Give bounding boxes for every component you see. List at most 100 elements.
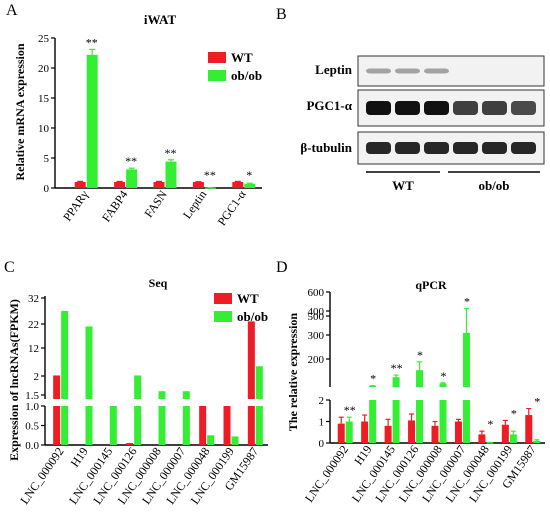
legend-wt-swatch [208,52,226,63]
bar-lower [416,400,424,443]
blot-band [453,142,478,154]
panel-d-title: qPCR [415,278,447,292]
panel-a-letter: A [6,2,18,19]
x-tick-label: FABP4 [99,188,131,225]
bar [74,182,86,188]
x-tick-label: Leptin [180,188,209,222]
bar-upper [53,375,61,399]
bar-lower [134,406,142,445]
bar [454,421,462,443]
bar [109,406,117,445]
y-tick-label: 400 [308,306,325,318]
panel-d-ylabel: The relative expression [286,313,300,432]
blot-label-btubulin: β-tubulin [300,140,352,155]
blot-band [395,101,420,115]
significance-mark: ** [391,361,403,375]
panel-b-letter: B [276,6,287,23]
bar [223,406,231,445]
x-tick-label: PPARγ [60,187,91,224]
legend-obob-swatch [208,70,226,81]
y-tick-label: 2 [34,371,40,383]
bar-upper [392,377,400,387]
significance-mark: ** [165,146,177,160]
bar [126,169,138,188]
bar [345,421,353,443]
bar-upper [182,391,190,399]
blot-band [395,68,420,74]
bar [486,442,494,444]
significance-mark: ** [125,154,137,168]
bar [384,425,392,443]
x-tick-label: H19 [68,445,91,470]
y-tick-label: 200 [308,354,325,366]
significance-mark: * [464,295,470,309]
bar-lower [392,400,400,443]
bar [533,440,541,443]
panel-b: B Leptin PGC1-α β-tubulin WT ob/ob [276,6,545,193]
legend-obob-label: ob/ob [231,68,262,83]
bar [199,406,207,445]
bar [153,182,165,188]
bar [509,434,517,443]
blot-label-leptin: Leptin [315,62,353,77]
blot-band [424,68,449,74]
bar-lower [462,400,470,443]
bar-upper [247,321,255,399]
bar-lower [182,406,190,445]
bar [114,182,126,188]
blot-band [453,101,478,115]
blot-label-pgc1a: PGC1-α [306,98,352,113]
bar [126,443,134,445]
legend-obob-swatch [214,311,232,322]
x-tick-label: PGC1-α [215,187,250,228]
bar-upper [462,333,470,387]
y-tick-label: 500 [308,311,325,323]
legend-wt-label: WT [237,291,259,306]
y-tick-label: 20 [38,63,50,75]
bar-upper [255,366,263,399]
significance-mark: ** [344,403,356,417]
blot-band [511,101,536,115]
blot-group-wt: WT [392,178,414,193]
bar-upper [416,370,424,387]
panel-a: A iWAT Relative mRNA expression 0 5 10 15 20… [6,2,262,228]
panel-c-legend: WT ob/ob [214,291,268,324]
bar-lower [255,406,263,445]
bar-upper [158,391,166,399]
bar-upper [61,311,69,399]
bar-upper [369,385,377,387]
blot-band [366,142,391,154]
bar [361,421,369,443]
y-tick-label: 22 [28,319,39,331]
bar-lower [85,406,93,445]
bar-upper [134,375,142,399]
bar [431,425,439,443]
blot-band [482,142,507,154]
y-tick-label: 1 [319,417,325,429]
y-tick-label: 600 [308,287,325,299]
bar [408,420,416,443]
y-tick-label: 0.5 [25,421,39,433]
bar [231,436,239,445]
x-tick-label: LNC_000092 [302,443,351,505]
y-tick-label: 10 [38,123,50,135]
bar-lower [53,406,61,445]
blot-band [366,101,391,115]
panel-a-title: iWAT [144,12,177,27]
blot-group-obob: ob/ob [478,178,509,193]
y-tick-label: 12 [28,343,39,355]
blot-box [357,55,545,87]
bar [165,161,177,188]
y-tick-label: 300 [308,330,325,342]
bar-lower [439,400,447,443]
legend-wt-swatch [214,293,232,304]
blot-band [395,142,420,154]
significance-mark: * [246,168,252,182]
significance-mark: * [370,372,376,386]
significance-mark: ** [204,168,216,182]
panel-c-ylabel: Expression of lncRNAs(FPKM) [7,299,21,461]
panel-c-letter: C [4,259,15,276]
bar [207,435,215,445]
y-tick-label: 0 [44,183,50,195]
x-tick-label: FASN [141,187,170,220]
